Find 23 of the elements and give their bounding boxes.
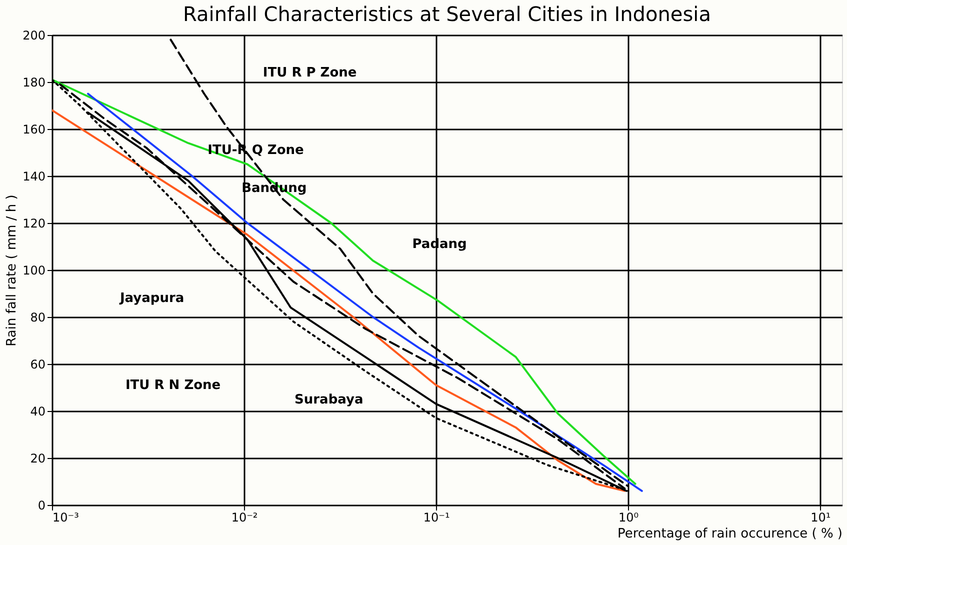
y-tick-label: 200 [22,28,46,42]
x-axis-title: Percentage of rain occurence ( % ) [617,526,842,542]
x-tick-label: 10¹ [810,510,831,524]
y-tick-label: 0 [38,498,46,512]
y-tick-label: 180 [22,76,46,90]
y-axis-title: Rain fall rate ( mm / h ) [4,194,20,346]
chart-title: Rainfall Characteristics at Several Cities in Indonesia [183,2,711,26]
y-tick-label: 100 [22,264,46,278]
x-tick-label: 10⁰ [618,510,639,524]
annotation: Jayapura [118,291,184,306]
annotation: ITU R P Zone [262,66,357,81]
annotation: Surabaya [294,392,364,408]
x-tick-label: 10⁻¹ [423,510,450,524]
x-tick-label: 10⁻² [231,510,258,524]
x-tick-label: 10⁻³ [52,510,80,524]
y-tick-label: 40 [30,404,46,418]
y-tick-label: 160 [22,122,46,136]
y-tick-label: 120 [22,216,46,230]
y-tick-label: 60 [30,358,46,372]
y-tick-label: 80 [30,310,46,324]
annotation: ITU R N Zone [125,378,221,394]
y-tick-label: 140 [22,170,46,184]
y-tick-label: 20 [30,452,46,466]
